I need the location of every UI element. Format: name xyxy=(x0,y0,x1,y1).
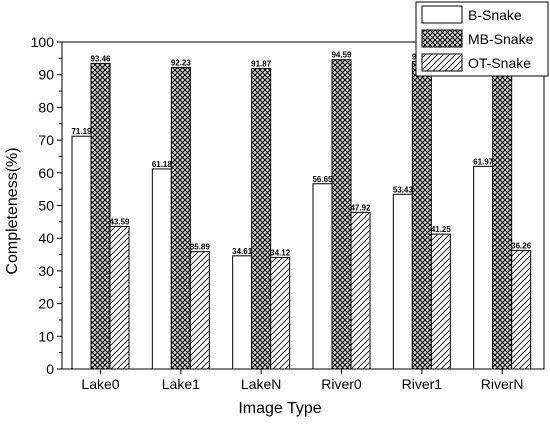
bar-b-snake-river1 xyxy=(392,193,413,370)
legend-label-mb-snake: MB-Snake xyxy=(468,31,534,47)
bar-b-snake-laken xyxy=(232,255,253,370)
y-tick-label-100: 100 xyxy=(31,34,55,50)
y-tick-label-80: 80 xyxy=(38,99,54,115)
x-tick-label-lake0: Lake0 xyxy=(81,376,119,392)
y-tick-label-60: 60 xyxy=(38,165,54,181)
bar-b-snake-rivern xyxy=(473,165,494,370)
value-label-b-snake-lake1: 61.18 xyxy=(152,160,173,169)
bar-ot-snake-lake1 xyxy=(189,251,210,370)
value-label-b-snake-rivern: 61.97 xyxy=(473,157,494,166)
value-label-ot-snake-river1: 41.25 xyxy=(431,225,452,234)
bar-b-snake-lake0 xyxy=(71,135,92,370)
value-label-mb-snake-lake0: 93.46 xyxy=(90,54,111,63)
x-tick-label-laken: LakeN xyxy=(241,376,281,392)
bar-mb-snake-laken xyxy=(251,68,272,370)
bar-ot-snake-river1 xyxy=(430,233,451,370)
y-tick-label-20: 20 xyxy=(38,296,54,312)
bar-ot-snake-river0 xyxy=(350,211,371,370)
x-tick-label-river0: River0 xyxy=(321,376,362,392)
legend-swatch-mb-snake xyxy=(421,29,463,48)
value-label-ot-snake-river0: 47.92 xyxy=(350,203,371,212)
bar-b-snake-lake1 xyxy=(151,168,172,370)
bar-mb-snake-river1 xyxy=(411,61,432,370)
y-tick-label-40: 40 xyxy=(38,230,54,246)
value-label-mb-snake-lake1: 92.23 xyxy=(171,58,192,67)
bar-mb-snake-river0 xyxy=(331,59,352,370)
bar-mb-snake-lake1 xyxy=(170,66,191,370)
bar-ot-snake-laken xyxy=(270,256,291,370)
value-label-ot-snake-laken: 34.12 xyxy=(270,248,291,257)
value-label-ot-snake-lake0: 43.59 xyxy=(109,217,130,226)
value-label-ot-snake-lake1: 35.89 xyxy=(190,243,211,252)
value-label-b-snake-lake0: 71.19 xyxy=(71,127,92,136)
x-tick-label-lake1: Lake1 xyxy=(162,376,200,392)
x-tick-label-rivern: RiverN xyxy=(481,376,524,392)
value-labels-layer: 71.19 93.46 43.59 61.18 92.23 35.89 34.61 91.87… xyxy=(71,51,531,258)
x-axis-title: Image Type xyxy=(238,400,321,417)
legend: B-Snake MB-Snake OT-Snake xyxy=(415,1,549,77)
bar-mb-snake-rivern xyxy=(492,74,513,370)
bars-layer xyxy=(71,59,532,370)
axes-layer: Lake0 Lake1 LakeN River0 River1 RiverN 0 10 20 30… xyxy=(31,34,545,392)
legend-swatch-ot-snake xyxy=(421,53,463,72)
x-tick-label-river1: River1 xyxy=(402,376,443,392)
y-tick-label-30: 30 xyxy=(38,263,54,279)
legend-swatch-b-snake xyxy=(421,5,463,24)
value-label-b-snake-laken: 34.61 xyxy=(232,247,253,256)
value-label-mb-snake-river0: 94.59 xyxy=(331,51,352,60)
y-tick-label-50: 50 xyxy=(38,198,54,214)
value-label-mb-snake-laken: 91.87 xyxy=(251,60,272,69)
bar-ot-snake-rivern xyxy=(511,249,532,370)
value-label-b-snake-river0: 56.65 xyxy=(312,175,333,184)
value-label-b-snake-river1: 53.43 xyxy=(393,185,414,194)
y-tick-label-70: 70 xyxy=(38,132,54,148)
y-tick-label-10: 10 xyxy=(38,328,54,344)
value-label-ot-snake-rivern: 36.26 xyxy=(511,241,532,250)
y-tick-label-0: 0 xyxy=(46,361,54,377)
y-tick-label-90: 90 xyxy=(38,67,54,83)
bar-mb-snake-lake0 xyxy=(90,62,111,370)
legend-label-b-snake: B-Snake xyxy=(468,7,522,23)
legend-label-ot-snake: OT-Snake xyxy=(468,55,531,71)
bar-b-snake-river0 xyxy=(312,183,333,370)
y-axis-title: Completeness(%) xyxy=(4,147,21,274)
bar-ot-snake-lake0 xyxy=(109,225,130,370)
plot-frame xyxy=(61,41,545,370)
